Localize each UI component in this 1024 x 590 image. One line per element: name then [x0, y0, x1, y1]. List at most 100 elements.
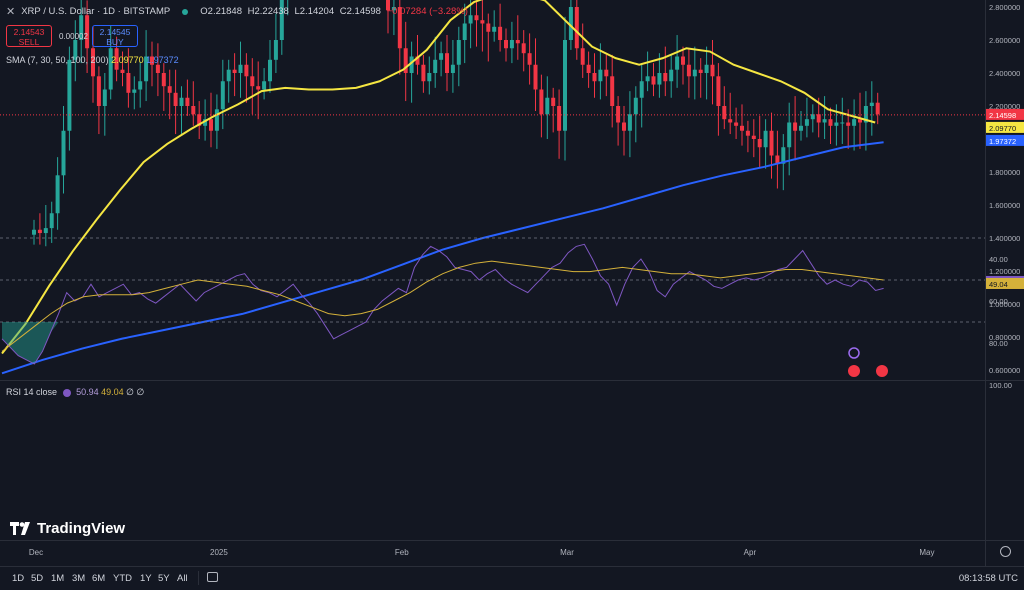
symbol-title[interactable]: XRP / U.S. Dollar · 1D · BITSTAMP [21, 6, 171, 17]
buy-price: 2.14545 [99, 27, 131, 37]
candle-body [203, 119, 208, 126]
time-axis-label: Dec [29, 548, 43, 557]
tradingview-logo-text: TradingView [37, 520, 126, 537]
utc-clock[interactable]: 08:13:58 UTC [958, 573, 1018, 584]
price-axis-label: 2.800000 [989, 3, 1020, 12]
range-5d[interactable]: 5D [31, 573, 44, 584]
candle-body [586, 64, 591, 73]
candle-body [397, 7, 402, 49]
candle-body [474, 15, 479, 21]
candle-body [43, 228, 48, 234]
spread-value: 0.00002 [59, 32, 88, 41]
candle-body [521, 43, 526, 54]
rsi-value: 50.94 [76, 387, 99, 397]
change-value: −0.07284 (−3.28%) [386, 6, 468, 17]
candle-body [604, 69, 609, 77]
calendar-icon[interactable] [207, 572, 218, 582]
candle-body [498, 26, 503, 40]
candle-body [610, 76, 615, 106]
close-value: C2.14598 [339, 6, 381, 17]
candle-body [728, 119, 733, 123]
candle-body [775, 155, 780, 164]
candle-body [804, 119, 809, 126]
candle-body [616, 106, 621, 123]
candle-body [67, 59, 72, 131]
buy-label: BUY [106, 37, 124, 47]
range-1m[interactable]: 1M [51, 573, 65, 584]
candle-body [391, 7, 396, 11]
rsi-legend[interactable]: RSI 14 close 50.94 49.04 ∅ ∅ [6, 387, 144, 398]
time-axis-label: 2025 [210, 548, 228, 557]
candle-body [793, 122, 798, 131]
sma-fast-tag-label: 2.09770 [989, 124, 1016, 133]
candle-body [179, 97, 184, 106]
rsi-legend-label: RSI 14 close [6, 387, 58, 397]
candle-body [840, 122, 845, 124]
candle-body [858, 119, 862, 123]
candle-body [108, 48, 113, 90]
settings-icon[interactable] [1000, 546, 1011, 557]
range-ytd[interactable]: YTD [113, 573, 132, 584]
candle-body [214, 109, 219, 131]
chart-canvas[interactable]: 3.8000003.6000003.4000003.2000003.000000… [0, 0, 1024, 566]
rsi-source-icon [62, 388, 71, 397]
price-axis-label: 1.200000 [989, 267, 1020, 276]
ohlc-values: O2.21848 H2.22438 L2.14204 C2.14598 −0.0… [200, 6, 471, 17]
candle-body [273, 40, 278, 60]
range-all[interactable]: All [177, 573, 188, 584]
candle-body [675, 56, 680, 70]
close-icon[interactable]: ✕ [6, 6, 16, 18]
candle-body [386, 0, 390, 11]
candle-body [55, 175, 60, 214]
candle-body [669, 69, 674, 82]
candle-body [468, 15, 473, 24]
candle-body [279, 0, 284, 40]
candle-body [486, 23, 491, 32]
candle-body [132, 89, 137, 93]
sma-slow-value: 1.97372 [146, 55, 179, 65]
rsi-axis-label: 100.00 [989, 381, 1012, 390]
range-1y[interactable]: 1Y [140, 573, 152, 584]
candle-body [568, 7, 573, 40]
candle-body [427, 73, 432, 82]
candle-body [704, 64, 709, 73]
candle-body [875, 102, 880, 115]
us-flag-icon[interactable] [876, 365, 888, 377]
range-1d[interactable]: 1D [12, 573, 25, 584]
tradingview-logo[interactable]: TradingView [10, 520, 125, 537]
range-5y[interactable]: 5Y [158, 573, 170, 584]
candle-body [197, 114, 202, 126]
candle-body [167, 86, 172, 93]
price-axis-label: 2.600000 [989, 36, 1020, 45]
last-price-label: 2.14598 [989, 111, 1016, 120]
candle-body [533, 64, 538, 90]
candle-body [557, 106, 562, 131]
candle-body [592, 73, 597, 82]
event-icon[interactable] [848, 347, 860, 359]
sma-legend[interactable]: SMA (7, 30, 50, 100, 200) 2.09770 1.9737… [6, 55, 179, 65]
candle-body [751, 135, 756, 139]
price-axis-label: 1.000000 [989, 300, 1020, 309]
toolbar-divider [198, 571, 199, 585]
price-axis-label: 2.400000 [989, 69, 1020, 78]
candle-body [114, 48, 119, 70]
candle-body [256, 86, 261, 90]
candle-body [722, 106, 727, 120]
range-3m[interactable]: 3M [72, 573, 86, 584]
candle-body [852, 119, 857, 126]
range-6m[interactable]: 6M [92, 573, 106, 584]
candle-body [645, 76, 650, 82]
candle-body [781, 147, 786, 164]
sell-button[interactable]: 2.14543 SELL [6, 25, 52, 47]
rsi-axis-label: 40.00 [989, 255, 1008, 264]
buy-button[interactable]: 2.14545 BUY [92, 25, 138, 47]
candle-body [686, 64, 691, 77]
candle-body [828, 119, 833, 126]
candle-body [663, 73, 668, 82]
candle-body [799, 125, 803, 131]
us-flag-icon[interactable] [848, 365, 860, 377]
sma-slow-tag [986, 134, 1024, 146]
candle-body [73, 40, 78, 60]
candle-body [527, 53, 532, 65]
candle-body [740, 125, 744, 131]
